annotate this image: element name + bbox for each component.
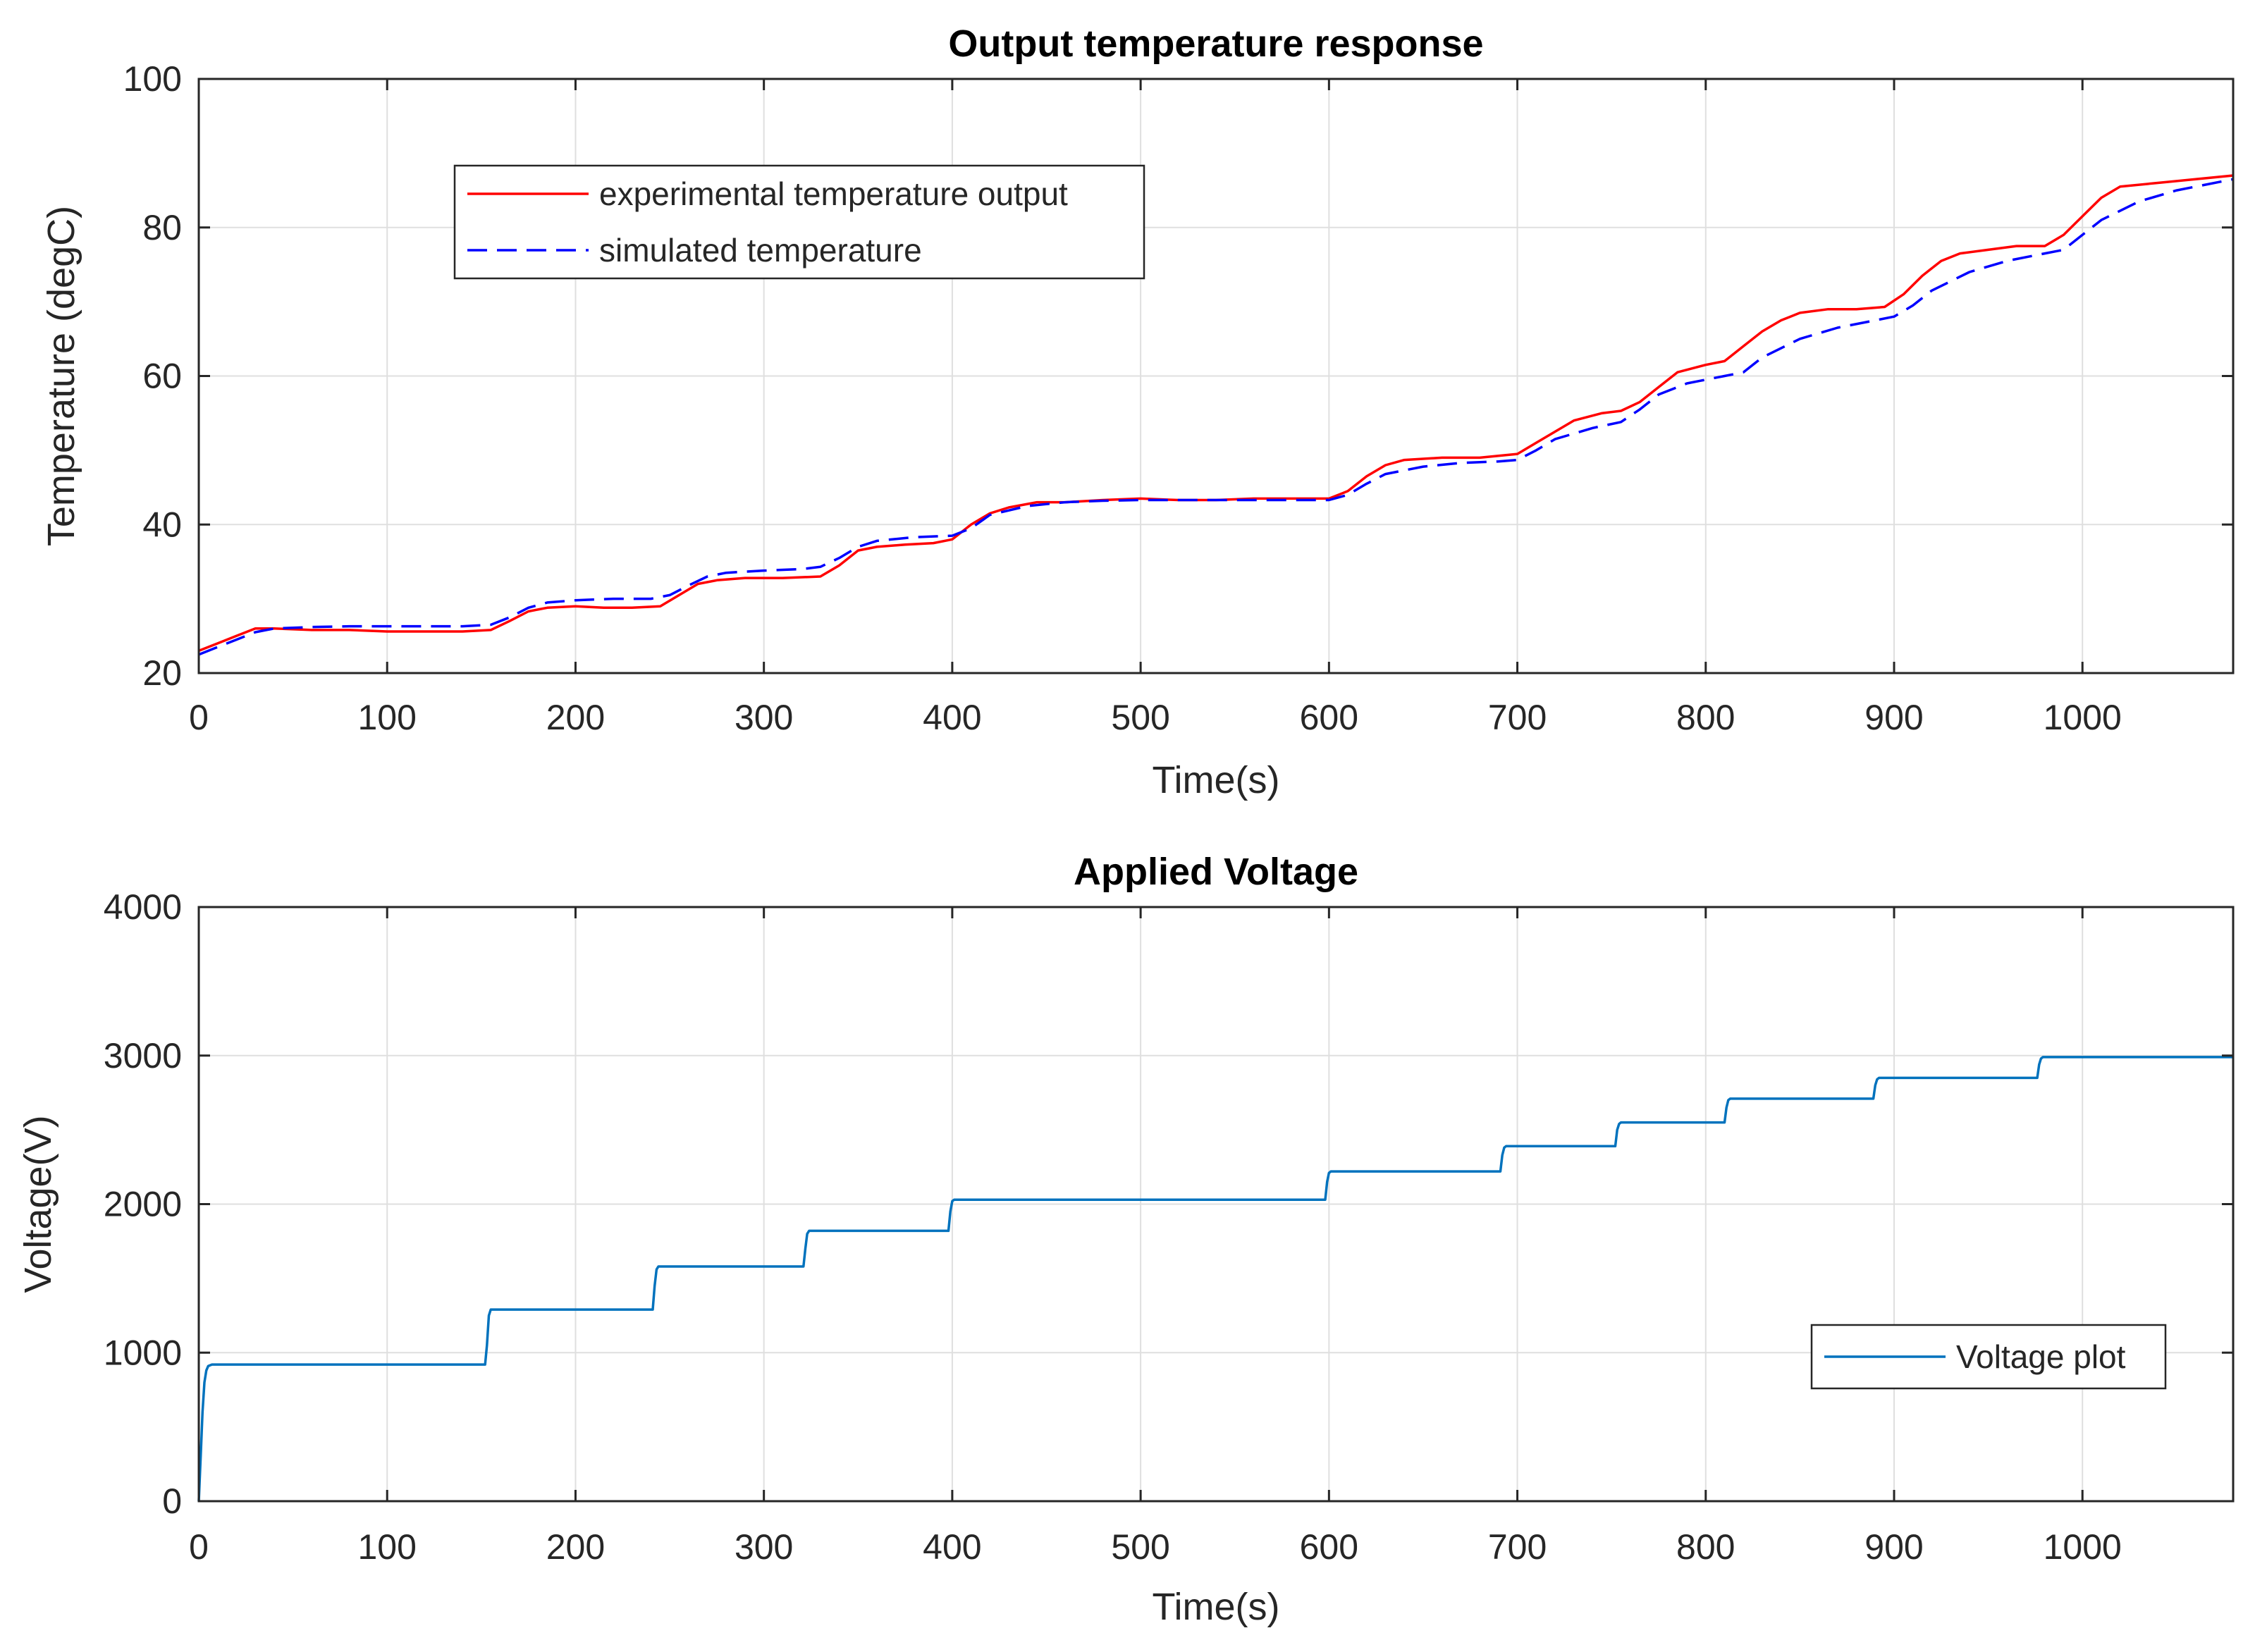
x-tick-label: 300 <box>735 698 793 737</box>
y-tick-label: 0 <box>162 1481 182 1521</box>
x-tick-label: 0 <box>189 698 209 737</box>
x-tick-label: 800 <box>1676 1527 1735 1567</box>
x-tick-label: 400 <box>923 1527 981 1567</box>
legend-box <box>453 164 1145 280</box>
x-tick-label: 900 <box>1864 698 1923 737</box>
y-tick-label: 60 <box>142 357 182 396</box>
y-axis-label: Temperature (degC) <box>40 206 82 546</box>
y-tick-label: 80 <box>142 208 182 247</box>
x-tick-label: 100 <box>358 1527 417 1567</box>
legend-label: Voltage plot <box>1956 1338 2126 1375</box>
x-tick-label: 900 <box>1864 1527 1923 1567</box>
x-tick-label: 0 <box>189 1527 209 1567</box>
voltage-chart: 0 100 200 300 400 500 600 700 800 900 1000 0 1000 200… <box>17 851 2235 1628</box>
y-tick-label: 2000 <box>104 1185 182 1224</box>
x-tick-label: 1000 <box>2044 1527 2122 1567</box>
x-tick-label: 100 <box>358 698 417 737</box>
chart-title: Applied Voltage <box>1074 851 1358 893</box>
x-tick-label: 800 <box>1676 698 1735 737</box>
y-tick-label: 20 <box>142 653 182 693</box>
y-axis-label: Voltage(V) <box>17 1115 59 1293</box>
x-tick-label: 500 <box>1111 698 1169 737</box>
chart-title: Output temperature response <box>948 23 1483 65</box>
temperature-chart: 0 100 200 300 400 500 600 700 800 900 1000 20 40 60 80… <box>40 23 2235 801</box>
x-tick-label: 700 <box>1488 698 1547 737</box>
x-tick-label: 200 <box>546 1527 605 1567</box>
legend: Voltage plot <box>1810 1324 2167 1390</box>
x-tick-label: 300 <box>735 1527 793 1567</box>
y-tick-label: 40 <box>142 505 182 544</box>
x-tick-label: 200 <box>546 698 605 737</box>
legend: experimental temperature output simulated… <box>453 164 1145 280</box>
series-line-1 <box>198 174 2234 653</box>
x-tick-label: 400 <box>923 698 981 737</box>
y-tick-label: 100 <box>123 59 182 99</box>
x-tick-label: 700 <box>1488 1527 1547 1567</box>
x-axis-label: Time(s) <box>1153 1586 1280 1628</box>
x-tick-label: 500 <box>1111 1527 1169 1567</box>
x-tick-label: 1000 <box>2044 698 2122 737</box>
legend-label: simulated temperature <box>599 232 922 269</box>
y-tick-label: 3000 <box>104 1036 182 1075</box>
x-axis-label: Time(s) <box>1153 759 1280 801</box>
series-line-2 <box>198 178 2234 656</box>
y-tick-label: 1000 <box>104 1333 182 1372</box>
x-tick-label: 600 <box>1300 698 1358 737</box>
legend-label: experimental temperature output <box>599 175 1068 212</box>
y-tick-label: 4000 <box>104 887 182 927</box>
x-tick-label: 600 <box>1300 1527 1358 1567</box>
series-line-1 <box>197 1056 2233 1502</box>
